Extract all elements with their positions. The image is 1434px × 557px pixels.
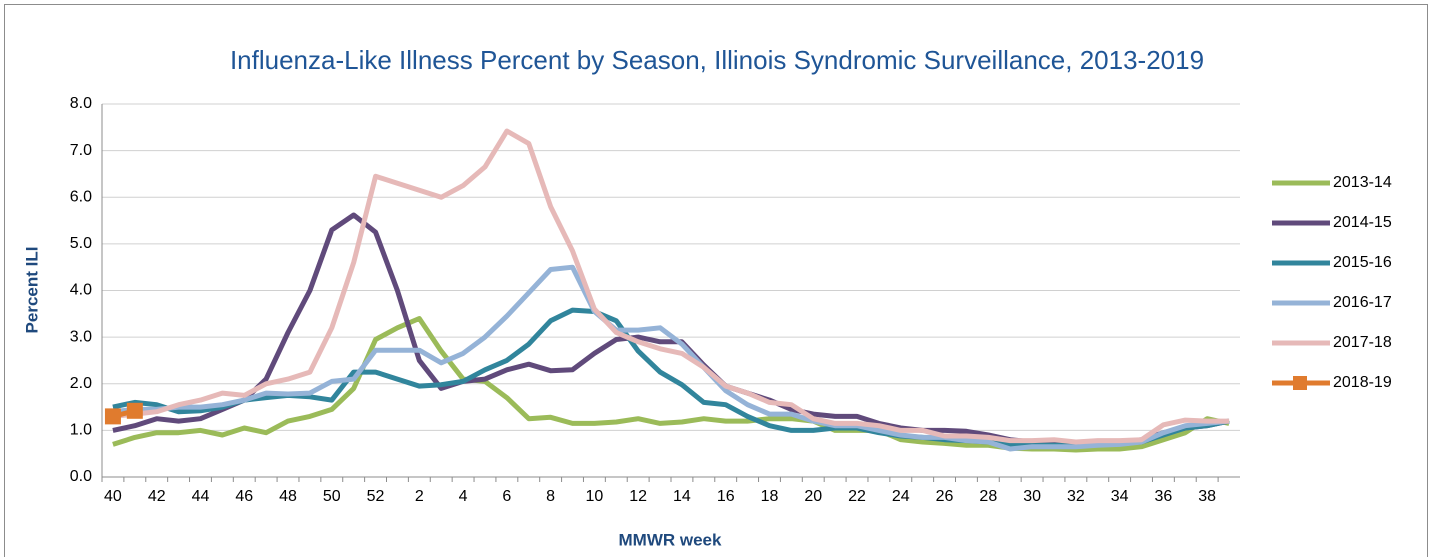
y-tick-label: 6.0 [70, 188, 92, 205]
x-axis-title: MMWR week [619, 530, 723, 549]
point-marker [126, 402, 143, 419]
y-tick-label: 7.0 [70, 142, 92, 159]
x-tick-label: 22 [848, 488, 866, 505]
x-tick-label: 8 [546, 488, 555, 505]
y-axis-title: Percent ILI [22, 247, 41, 334]
x-tick-label: 16 [717, 488, 735, 505]
x-tick-label: 40 [104, 488, 122, 505]
x-tick-label: 2 [415, 488, 424, 505]
chart-title: Influenza-Like Illness Percent by Season… [230, 45, 1204, 75]
series-line [112, 264, 1230, 452]
legend-marker [1293, 376, 1307, 390]
legend-label: 2014-15 [1333, 214, 1392, 231]
legend-label: 2018-19 [1333, 374, 1392, 391]
x-tick-label: 52 [367, 488, 385, 505]
x-tick-label: 10 [586, 488, 604, 505]
x-tick-label: 48 [279, 488, 297, 505]
x-tick-label: 18 [761, 488, 779, 505]
x-tick-label: 20 [804, 488, 822, 505]
x-tick-label: 6 [502, 488, 511, 505]
x-tick-label: 14 [673, 488, 691, 505]
x-tick-label: 26 [936, 488, 954, 505]
y-tick-label: 5.0 [70, 235, 92, 252]
chart-border [4, 4, 1428, 557]
y-tick-label: 3.0 [70, 328, 92, 345]
x-tick-label: 32 [1067, 488, 1085, 505]
x-tick-label: 46 [235, 488, 253, 505]
x-tick-label: 28 [979, 488, 997, 505]
x-tick-label: 4 [459, 488, 468, 505]
legend-label: 2015-16 [1333, 254, 1392, 271]
x-tick-label: 24 [892, 488, 910, 505]
legend-label: 2016-17 [1333, 294, 1392, 311]
y-tick-label: 8.0 [70, 95, 92, 112]
series-line [112, 128, 1230, 445]
y-tick-label: 0.0 [70, 468, 92, 485]
x-tick-label: 34 [1111, 488, 1129, 505]
legend-label: 2013-14 [1333, 174, 1392, 191]
x-tick-label: 44 [192, 488, 210, 505]
x-tick-label: 50 [323, 488, 341, 505]
x-tick-label: 42 [148, 488, 166, 505]
x-tick-label: 36 [1155, 488, 1173, 505]
x-tick-label: 38 [1198, 488, 1216, 505]
x-tick-label: 30 [1023, 488, 1041, 505]
legend-label: 2017-18 [1333, 334, 1392, 351]
x-tick-label: 12 [629, 488, 647, 505]
y-tick-label: 4.0 [70, 282, 92, 299]
y-tick-label: 1.0 [70, 422, 92, 439]
y-tick-label: 2.0 [70, 375, 92, 392]
point-marker [104, 408, 121, 425]
